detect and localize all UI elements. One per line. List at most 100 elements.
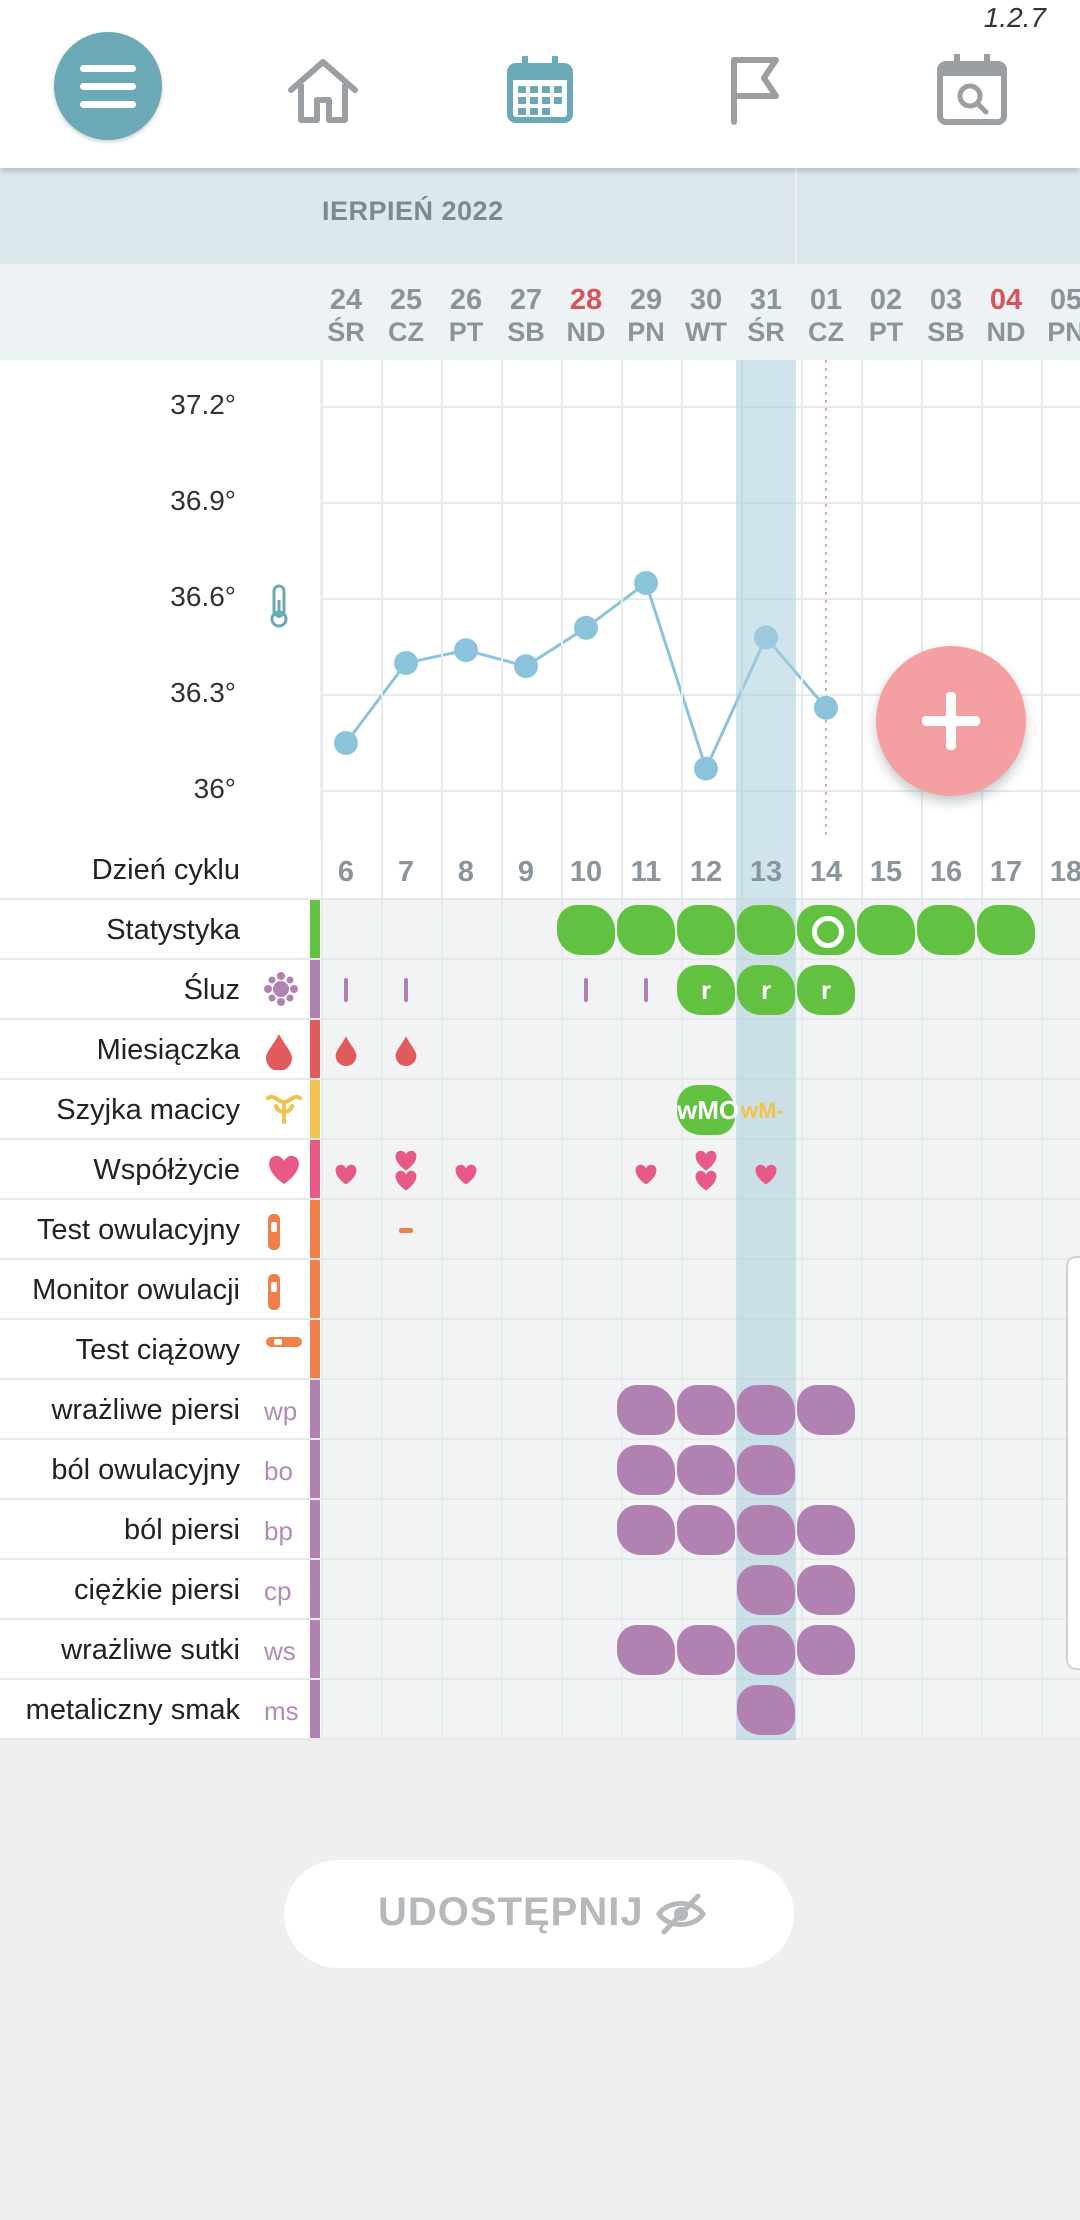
statystyka-mark[interactable] <box>617 905 675 955</box>
grid-column-line <box>321 360 323 1740</box>
flag-icon[interactable] <box>716 50 796 130</box>
symptom-mark-bp[interactable] <box>617 1505 675 1555</box>
row-label: metaliczny smak <box>25 1694 240 1726</box>
row-abbr: wp <box>264 1396 298 1426</box>
period-drop-mark[interactable] <box>334 1034 358 1071</box>
symptom-mark-ws[interactable] <box>737 1625 795 1675</box>
row-cells[interactable] <box>322 1020 1080 1080</box>
month-label: IERPIEŃ 2022 <box>322 196 504 226</box>
row-cells[interactable] <box>322 1680 1080 1740</box>
symptom-mark-cp[interactable] <box>737 1565 795 1615</box>
statystyka-mark[interactable] <box>857 905 915 955</box>
row-test-owulacyjny: Test owulacyjny <box>0 1200 1080 1260</box>
date-column[interactable]: 02 PT <box>857 284 915 348</box>
symptom-mark-ws[interactable] <box>797 1625 855 1675</box>
mucus-line-mark[interactable] <box>644 978 648 1002</box>
symptom-mark-bo[interactable] <box>677 1445 735 1495</box>
date-column[interactable]: 28 ND <box>557 284 615 348</box>
statystyka-mark[interactable] <box>977 905 1035 955</box>
month-header <box>0 168 1080 264</box>
symptom-mark-wp[interactable] <box>677 1385 735 1435</box>
mucus-r-mark[interactable]: r <box>797 965 855 1015</box>
date-column[interactable]: 05 PN <box>1037 284 1080 348</box>
row-color-bar <box>310 1020 320 1080</box>
intercourse-heart-mark[interactable] <box>332 1162 360 1191</box>
symptom-mark-bp[interactable] <box>797 1505 855 1555</box>
date-weekday: WT <box>685 317 727 347</box>
row-monitor-owulacji: Monitor owulacji <box>0 1260 1080 1320</box>
date-column[interactable]: 31 ŚR <box>737 284 795 348</box>
date-column[interactable]: 24 ŚR <box>317 284 375 348</box>
date-day: 01 <box>809 284 843 316</box>
intercourse-heart-mark[interactable] <box>452 1162 480 1191</box>
add-entry-button[interactable] <box>876 646 1026 796</box>
date-weekday: ŚR <box>327 317 365 347</box>
date-weekday: CZ <box>808 317 844 347</box>
period-drop-mark[interactable] <box>394 1034 418 1071</box>
date-column[interactable]: 25 CZ <box>377 284 435 348</box>
date-column[interactable]: 01 CZ <box>797 284 855 348</box>
intercourse-heart-mark[interactable] <box>632 1162 660 1191</box>
intercourse-heart-mark[interactable] <box>752 1162 780 1191</box>
symptom-mark-cp[interactable] <box>797 1565 855 1615</box>
row-cells[interactable] <box>322 1200 1080 1260</box>
statystyka-ring-mark[interactable] <box>797 905 855 955</box>
row-cells[interactable] <box>322 1320 1080 1380</box>
symptom-mark-ms[interactable] <box>737 1685 795 1735</box>
grid-column-line <box>861 360 863 1740</box>
symptom-mark-bp[interactable] <box>677 1505 735 1555</box>
date-column[interactable]: 30 WT <box>677 284 735 348</box>
statystyka-mark[interactable] <box>737 905 795 955</box>
date-column[interactable]: 26 PT <box>437 284 495 348</box>
share-button[interactable]: UDOSTĘPNIJ <box>284 1860 794 1968</box>
calendar-icon[interactable] <box>500 50 580 130</box>
symptom-mark-bo[interactable] <box>737 1445 795 1495</box>
home-icon[interactable] <box>283 50 363 130</box>
mucus-line-mark[interactable] <box>404 978 408 1002</box>
menu-icon <box>80 65 136 72</box>
row-bp: ból piersi bp <box>0 1500 1080 1560</box>
cervix-mark[interactable]: wMO <box>677 1085 739 1135</box>
statystyka-mark[interactable] <box>917 905 975 955</box>
thermometer-icon <box>270 584 288 628</box>
date-day: 30 <box>689 284 723 316</box>
row-cells[interactable] <box>322 1140 1080 1200</box>
mucus-r-mark[interactable]: r <box>737 965 795 1015</box>
mucus-r-mark[interactable]: r <box>677 965 735 1015</box>
date-column[interactable]: 04 ND <box>977 284 1035 348</box>
symptom-mark-bp[interactable] <box>737 1505 795 1555</box>
intercourse-heart-mark[interactable] <box>392 1168 420 1197</box>
grid-column-line <box>981 360 983 1740</box>
intercourse-heart-mark[interactable] <box>692 1148 720 1177</box>
mucus-line-mark[interactable] <box>584 978 588 1002</box>
temperature-point <box>814 695 838 720</box>
statystyka-mark[interactable] <box>557 905 615 955</box>
calendar-search-icon[interactable] <box>932 50 1012 130</box>
ovulation-test-mark[interactable] <box>399 1228 413 1233</box>
date-column[interactable]: 29 PN <box>617 284 675 348</box>
intercourse-heart-mark[interactable] <box>392 1148 420 1177</box>
intercourse-heart-mark[interactable] <box>692 1168 720 1197</box>
symptom-mark-bo[interactable] <box>617 1445 675 1495</box>
heart-icon <box>264 1152 304 1192</box>
symptom-mark-ws[interactable] <box>677 1625 735 1675</box>
mucus-line-mark[interactable] <box>344 978 348 1002</box>
row-divider <box>0 1498 1080 1500</box>
menu-button[interactable] <box>54 32 162 140</box>
symptom-mark-ws[interactable] <box>617 1625 675 1675</box>
symptom-mark-wp[interactable] <box>797 1385 855 1435</box>
cervix-text-mark[interactable]: wM- <box>741 1098 784 1123</box>
row-divider <box>0 1258 1080 1260</box>
date-column[interactable]: 27 SB <box>497 284 555 348</box>
row-cells[interactable] <box>322 1260 1080 1320</box>
statystyka-mark[interactable] <box>677 905 735 955</box>
row-cells[interactable] <box>322 1560 1080 1620</box>
temperature-label: 36.6° <box>170 581 236 612</box>
date-column[interactable]: 03 SB <box>917 284 975 348</box>
side-panel-handle[interactable] <box>1066 1256 1080 1670</box>
row-ws: wrażliwe sutki ws <box>0 1620 1080 1680</box>
symptom-mark-wp[interactable] <box>617 1385 675 1435</box>
date-day: 05 <box>1049 284 1080 316</box>
symptom-mark-wp[interactable] <box>737 1385 795 1435</box>
temperature-label: 36° <box>193 773 236 804</box>
